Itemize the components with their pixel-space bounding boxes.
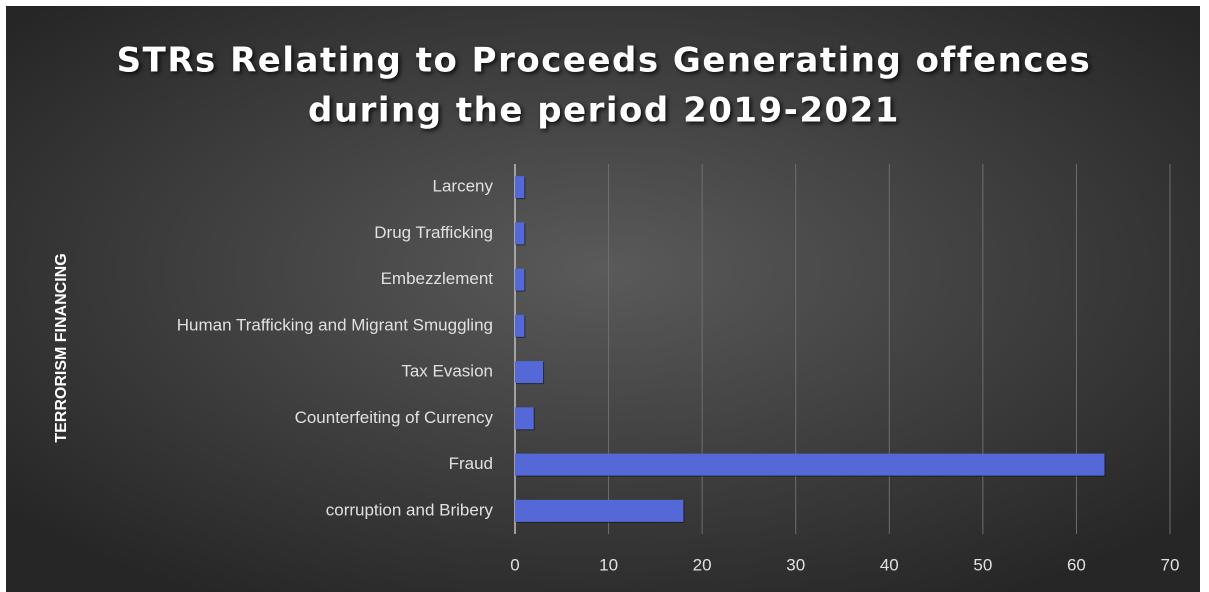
bar bbox=[515, 453, 1105, 476]
x-tick-label: 70 bbox=[1161, 555, 1180, 574]
bar bbox=[515, 407, 534, 430]
x-tick-label: 10 bbox=[599, 555, 618, 574]
bar bbox=[515, 268, 525, 291]
chart-title: during the period 2019-2021 bbox=[308, 91, 900, 131]
chart-background bbox=[6, 6, 1200, 592]
y-tick-label: corruption and Bribery bbox=[326, 500, 494, 519]
x-tick-label: 40 bbox=[880, 555, 899, 574]
y-axis-label: TERRORISM FINANCING bbox=[53, 253, 70, 442]
y-tick-label: Tax Evasion bbox=[401, 362, 493, 381]
x-tick-label: 60 bbox=[1067, 555, 1086, 574]
y-tick-label: Embezzlement bbox=[381, 269, 494, 288]
y-tick-label: Larceny bbox=[433, 177, 494, 196]
bar bbox=[515, 222, 525, 245]
x-tick-label: 50 bbox=[973, 555, 992, 574]
bar bbox=[515, 361, 544, 384]
chart-title: STRs Relating to Proceeds Generating off… bbox=[117, 41, 1092, 81]
y-tick-label: Fraud bbox=[449, 454, 493, 473]
bar bbox=[515, 314, 525, 337]
bar bbox=[515, 176, 525, 199]
bar bbox=[515, 499, 684, 522]
x-tick-label: 30 bbox=[786, 555, 805, 574]
y-tick-label: Counterfeiting of Currency bbox=[295, 408, 494, 427]
y-tick-label: Drug Trafficking bbox=[374, 223, 493, 242]
y-tick-label: Human Trafficking and Migrant Smuggling bbox=[177, 315, 493, 334]
x-tick-label: 0 bbox=[510, 555, 519, 574]
x-tick-label: 20 bbox=[693, 555, 712, 574]
